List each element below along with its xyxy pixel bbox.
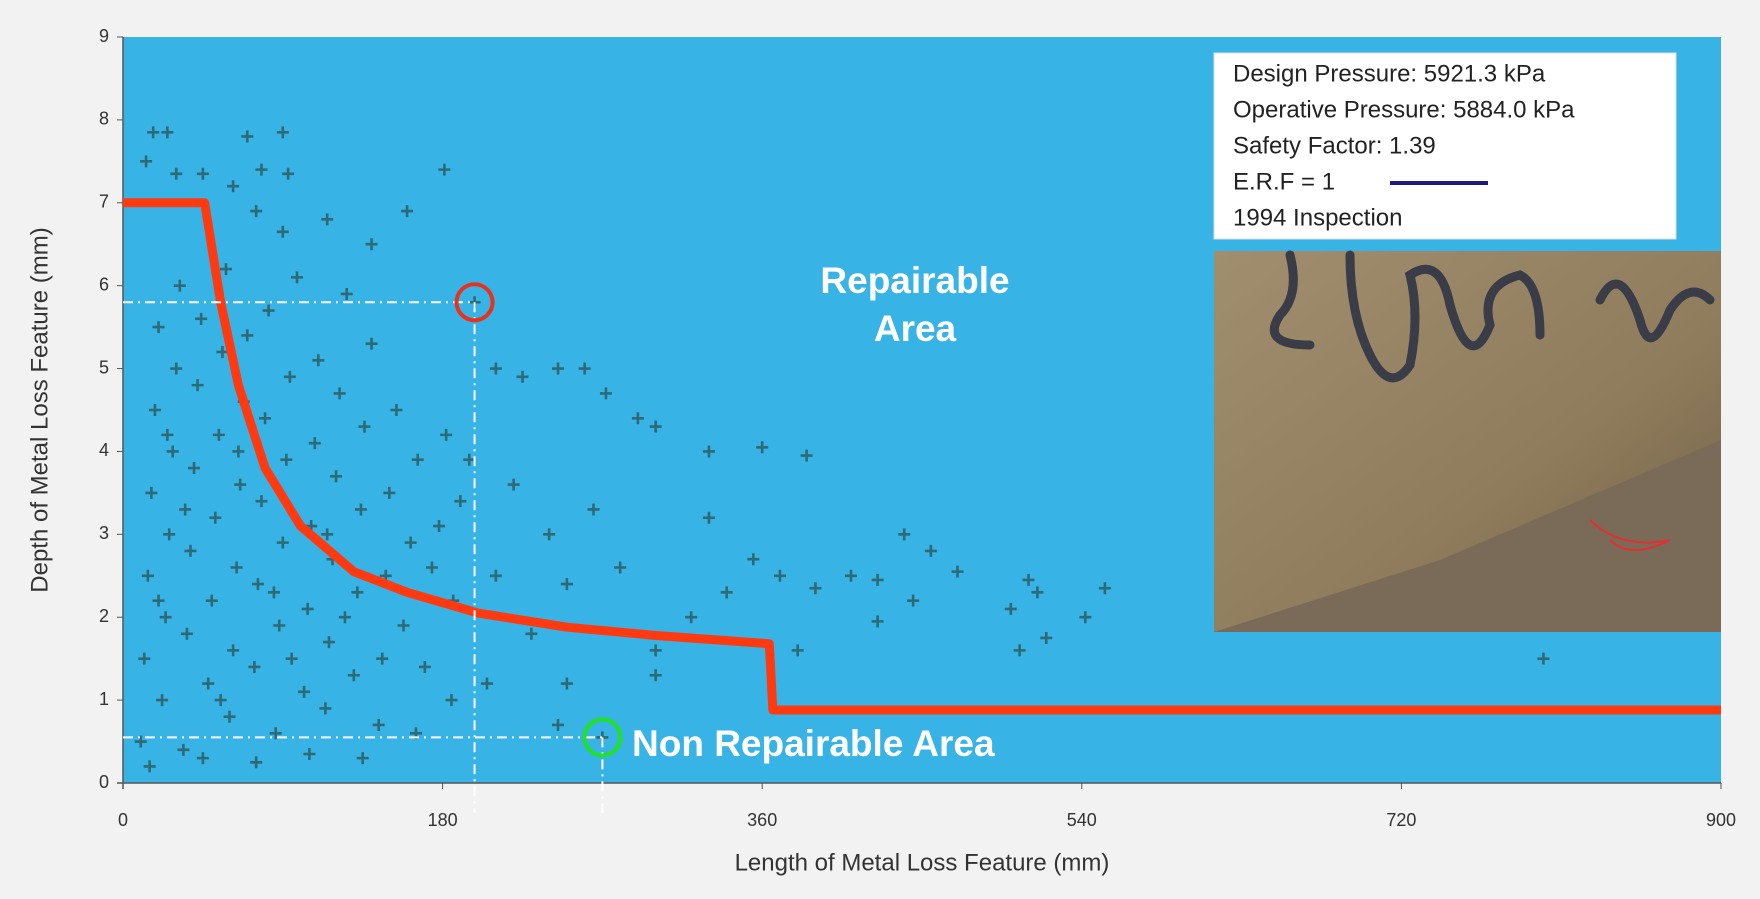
y-tick-label: 1 [99, 689, 109, 709]
x-axis-title: Length of Metal Loss Feature (mm) [735, 849, 1110, 876]
y-tick-label: 5 [99, 357, 109, 377]
y-tick-label: 4 [99, 440, 109, 460]
info-line: Design Pressure: 5921.3 kPa [1233, 60, 1546, 87]
y-tick-label: 0 [99, 772, 109, 792]
x-tick-label: 720 [1386, 810, 1416, 830]
x-tick-label: 0 [118, 810, 128, 830]
legend-label: 1994 Inspection [1233, 204, 1402, 231]
y-tick-label: 9 [99, 26, 109, 46]
x-tick-label: 900 [1706, 810, 1736, 830]
y-tick-label: 3 [99, 523, 109, 543]
legend: Design Pressure: 5921.3 kPa Operative Pre… [1214, 53, 1676, 239]
page: Design Pressure: 5921.3 kPa Operative Pre… [0, 0, 1760, 899]
x-tick-label: 360 [747, 810, 777, 830]
x-tick-label: 180 [428, 810, 458, 830]
y-tick-label: 6 [99, 274, 109, 294]
inset-photo [1214, 251, 1721, 632]
annotation: Non Repairable Area [632, 720, 1092, 768]
info-line: Operative Pressure: 5884.0 kPa [1233, 96, 1575, 123]
y-tick-label: 7 [99, 192, 109, 212]
annotation: Repairable Area [780, 257, 1050, 353]
y-tick-label: 8 [99, 109, 109, 129]
x-tick-label: 540 [1067, 810, 1097, 830]
legend-label: E.R.F = 1 [1233, 168, 1335, 195]
y-axis-title: Depth of Metal Loss Feature (mm) [26, 227, 53, 592]
info-line: Safety Factor: 1.39 [1233, 132, 1436, 159]
y-tick-label: 2 [99, 606, 109, 626]
